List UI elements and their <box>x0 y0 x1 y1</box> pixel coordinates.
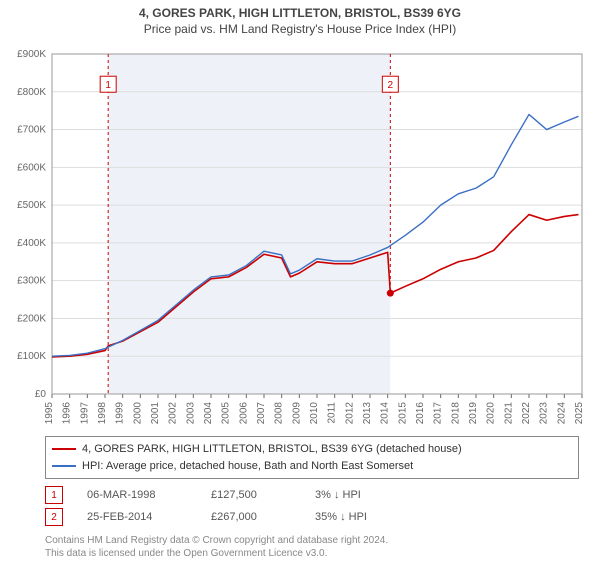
svg-text:2002: 2002 <box>168 402 179 425</box>
svg-text:2014: 2014 <box>380 402 391 425</box>
transaction-delta: 3% ↓ HPI <box>315 489 361 501</box>
footer-line: This data is licensed under the Open Gov… <box>45 547 388 560</box>
svg-text:£600K: £600K <box>17 162 46 173</box>
svg-text:2: 2 <box>388 80 394 91</box>
svg-text:2023: 2023 <box>539 402 550 425</box>
svg-text:£200K: £200K <box>17 313 46 324</box>
svg-text:£500K: £500K <box>17 200 46 211</box>
svg-text:2024: 2024 <box>556 402 567 425</box>
svg-text:2018: 2018 <box>450 402 461 425</box>
svg-text:£900K: £900K <box>17 49 46 60</box>
svg-text:£700K: £700K <box>17 125 46 136</box>
legend-swatch <box>52 465 76 467</box>
chart-area: £0 £100K £200K £300K £400K £500K £600K £700K £80… <box>0 46 600 426</box>
svg-text:2021: 2021 <box>503 402 514 425</box>
transaction-marker: 2 <box>45 508 63 526</box>
footer-line: Contains HM Land Registry data © Crown c… <box>45 534 388 547</box>
transaction-marker: 1 <box>45 486 63 504</box>
svg-text:£0: £0 <box>35 389 47 400</box>
svg-text:2004: 2004 <box>203 402 214 425</box>
svg-text:2025: 2025 <box>574 402 585 425</box>
svg-text:£300K: £300K <box>17 276 46 287</box>
transaction-row: 1 06-MAR-1998 £127,500 3% ↓ HPI <box>45 486 367 504</box>
legend: 4, GORES PARK, HIGH LITTLETON, BRISTOL, … <box>45 436 579 479</box>
svg-text:1: 1 <box>105 80 111 91</box>
transaction-row: 2 25-FEB-2014 £267,000 35% ↓ HPI <box>45 508 367 526</box>
svg-text:2016: 2016 <box>415 402 426 425</box>
svg-text:1997: 1997 <box>79 402 90 425</box>
svg-text:2009: 2009 <box>291 402 302 425</box>
svg-text:£100K: £100K <box>17 351 46 362</box>
svg-text:2007: 2007 <box>256 402 267 425</box>
svg-text:2011: 2011 <box>327 402 338 424</box>
svg-text:2010: 2010 <box>309 402 320 425</box>
svg-text:2019: 2019 <box>468 402 479 425</box>
svg-text:£400K: £400K <box>17 238 46 249</box>
svg-text:2003: 2003 <box>185 402 196 425</box>
svg-text:2001: 2001 <box>150 402 161 425</box>
transaction-date: 06-MAR-1998 <box>87 489 187 501</box>
svg-text:1996: 1996 <box>62 402 73 425</box>
svg-text:2000: 2000 <box>132 402 143 425</box>
line-chart-svg: £0 £100K £200K £300K £400K £500K £600K £700K £80… <box>0 46 600 426</box>
svg-text:2022: 2022 <box>521 402 532 425</box>
svg-text:2005: 2005 <box>221 402 232 425</box>
svg-text:2012: 2012 <box>344 402 355 425</box>
legend-item: HPI: Average price, detached house, Bath… <box>52 458 572 475</box>
legend-label: 4, GORES PARK, HIGH LITTLETON, BRISTOL, … <box>82 441 462 458</box>
legend-swatch <box>52 448 76 450</box>
transactions-table: 1 06-MAR-1998 £127,500 3% ↓ HPI 2 25-FEB… <box>45 482 367 526</box>
transaction-delta: 35% ↓ HPI <box>315 511 367 523</box>
svg-text:£800K: £800K <box>17 87 46 98</box>
svg-text:2020: 2020 <box>486 402 497 425</box>
chart-title-sub: Price paid vs. HM Land Registry's House … <box>0 22 600 36</box>
svg-text:2013: 2013 <box>362 402 373 425</box>
svg-text:2006: 2006 <box>238 402 249 425</box>
svg-text:1995: 1995 <box>44 402 55 425</box>
svg-text:2015: 2015 <box>397 402 408 425</box>
svg-text:1998: 1998 <box>97 402 108 425</box>
legend-item: 4, GORES PARK, HIGH LITTLETON, BRISTOL, … <box>52 441 572 458</box>
legend-label: HPI: Average price, detached house, Bath… <box>82 458 413 475</box>
svg-text:2017: 2017 <box>433 402 444 425</box>
svg-text:1999: 1999 <box>115 402 126 425</box>
transaction-price: £127,500 <box>211 489 291 501</box>
transaction-date: 25-FEB-2014 <box>87 511 187 523</box>
transaction-price: £267,000 <box>211 511 291 523</box>
footer-attribution: Contains HM Land Registry data © Crown c… <box>45 534 388 560</box>
chart-title-address: 4, GORES PARK, HIGH LITTLETON, BRISTOL, … <box>0 6 600 20</box>
svg-text:2008: 2008 <box>274 402 285 425</box>
